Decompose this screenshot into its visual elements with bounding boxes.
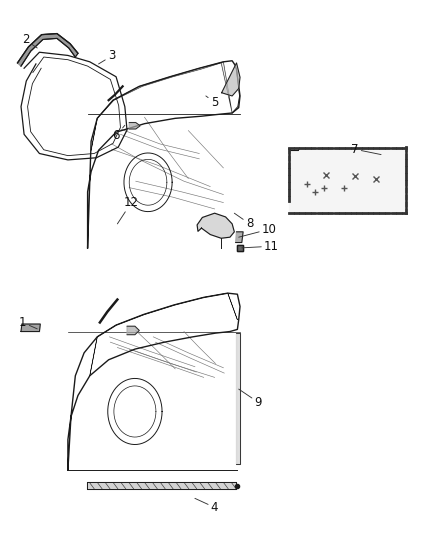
- Polygon shape: [197, 213, 234, 238]
- Text: 8: 8: [234, 213, 253, 230]
- Text: 6: 6: [112, 125, 125, 142]
- Polygon shape: [127, 326, 139, 335]
- Text: 5: 5: [206, 96, 218, 109]
- Text: 2: 2: [21, 34, 37, 48]
- Text: 10: 10: [239, 223, 277, 237]
- Polygon shape: [236, 232, 243, 243]
- Text: 11: 11: [242, 240, 279, 253]
- Text: 1: 1: [19, 316, 37, 329]
- Polygon shape: [18, 34, 78, 66]
- Text: 9: 9: [239, 389, 262, 409]
- Text: 3: 3: [99, 50, 115, 64]
- Text: 12: 12: [117, 196, 139, 224]
- Polygon shape: [91, 62, 232, 150]
- Text: 7: 7: [351, 143, 381, 156]
- Polygon shape: [21, 324, 40, 332]
- Polygon shape: [236, 333, 240, 464]
- Polygon shape: [90, 293, 237, 376]
- Polygon shape: [87, 482, 236, 489]
- Polygon shape: [222, 63, 240, 96]
- Text: 4: 4: [195, 498, 219, 514]
- Polygon shape: [129, 123, 140, 129]
- Polygon shape: [289, 148, 406, 213]
